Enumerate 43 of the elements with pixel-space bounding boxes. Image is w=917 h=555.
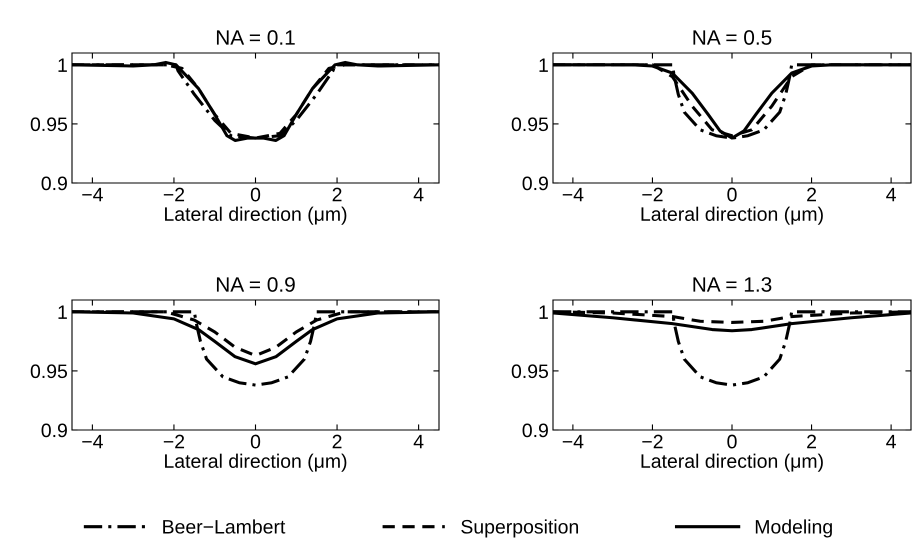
x-tick-label: 2 xyxy=(807,188,816,202)
x-tick-label: 2 xyxy=(332,188,342,202)
legend-label: Beer−Lambert xyxy=(163,519,286,534)
chart-title: NA = 0.5 xyxy=(693,30,772,45)
y-tick-label: 0.95 xyxy=(512,117,548,132)
x-tick-label: −4 xyxy=(82,188,103,202)
x-tick-label: 2 xyxy=(807,434,816,448)
chart-title: NA = 0.9 xyxy=(216,277,295,292)
x-tick-label: −2 xyxy=(642,434,663,448)
x-axis-title: Lateral direction (μm) xyxy=(642,206,823,225)
y-tick-label: 1 xyxy=(58,58,67,72)
x-tick-label: 4 xyxy=(414,434,424,448)
x-axis-title: Lateral direction (μm) xyxy=(642,454,823,472)
x-tick-label: 4 xyxy=(414,188,424,202)
y-tick-label: 1 xyxy=(58,305,67,319)
y-tick-label: 0.95 xyxy=(512,364,548,378)
x-tick-label: 0 xyxy=(727,434,737,448)
x-tick-label: 2 xyxy=(332,434,342,448)
x-tick-label: 4 xyxy=(886,434,896,448)
x-tick-label: 0 xyxy=(727,188,737,202)
y-tick-label: 1 xyxy=(540,58,548,72)
y-tick-label: 0.95 xyxy=(30,117,68,132)
y-tick-label: 0.9 xyxy=(522,423,548,438)
x-tick-label: −2 xyxy=(164,188,184,202)
y-tick-label: 0.9 xyxy=(522,176,548,190)
chart-title: NA = 0.1 xyxy=(216,30,295,45)
y-tick-label: 0.9 xyxy=(42,423,67,438)
x-axis-title: Lateral direction (μm) xyxy=(165,454,346,472)
x-tick-label: −4 xyxy=(82,434,103,448)
y-tick-label: 0.95 xyxy=(30,364,68,378)
x-tick-label: −4 xyxy=(562,434,584,448)
x-tick-label: 0 xyxy=(250,434,260,448)
y-tick-label: 0.9 xyxy=(42,176,67,190)
legend-label: Modeling xyxy=(756,519,832,538)
x-tick-label: 0 xyxy=(250,188,260,202)
x-axis-title: Lateral direction (μm) xyxy=(165,206,346,225)
x-tick-label: −2 xyxy=(164,434,184,448)
y-tick-label: 1 xyxy=(540,305,548,319)
x-tick-label: 4 xyxy=(886,188,896,202)
legend-label: Superposition xyxy=(461,519,578,538)
x-tick-label: −4 xyxy=(562,188,584,202)
x-tick-label: −2 xyxy=(642,188,663,202)
chart-title: NA = 1.3 xyxy=(693,277,772,292)
